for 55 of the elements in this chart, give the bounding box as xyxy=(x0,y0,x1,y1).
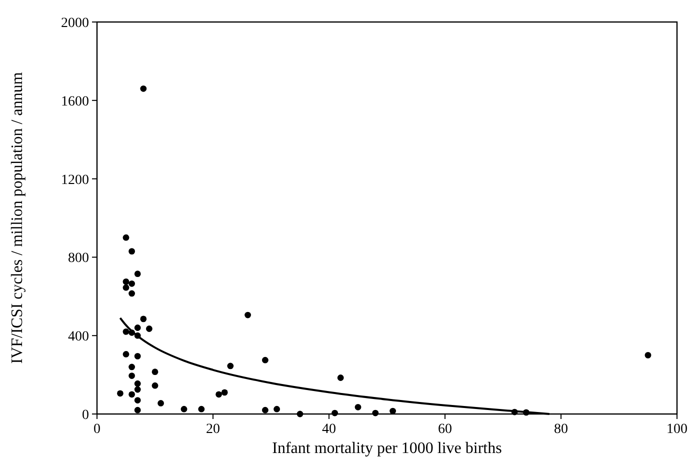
point xyxy=(128,391,135,398)
point xyxy=(140,316,147,322)
point xyxy=(262,356,268,364)
point xyxy=(146,326,152,332)
point xyxy=(140,85,147,92)
y-tick-label: 1200 xyxy=(61,172,89,188)
point xyxy=(227,362,234,370)
point xyxy=(122,328,130,335)
y-tick-label: 800 xyxy=(68,251,89,266)
point xyxy=(372,410,379,416)
x-tick-label: 60 xyxy=(438,422,452,437)
point xyxy=(122,284,130,291)
x-tick-label: 40 xyxy=(322,422,336,437)
point xyxy=(134,324,141,331)
point xyxy=(134,380,141,387)
point xyxy=(262,406,268,414)
point xyxy=(122,278,130,285)
point xyxy=(134,406,141,414)
x-tick-label: 100 xyxy=(666,422,688,437)
point xyxy=(332,410,338,416)
point xyxy=(128,364,135,370)
point xyxy=(337,374,344,381)
point xyxy=(180,406,188,412)
point xyxy=(198,406,205,412)
point xyxy=(390,408,396,414)
point xyxy=(134,352,141,360)
point xyxy=(644,352,652,358)
point xyxy=(128,372,135,379)
point xyxy=(354,404,362,410)
y-tick-label: 400 xyxy=(68,330,89,345)
point xyxy=(134,270,141,278)
point xyxy=(128,290,135,297)
point xyxy=(244,312,251,318)
y-axis-title: IVF/ICSI cycles / million population / annum xyxy=(9,72,26,364)
point xyxy=(122,234,130,241)
point xyxy=(221,389,228,396)
point xyxy=(134,386,141,393)
point xyxy=(152,368,158,376)
point xyxy=(117,390,124,397)
point xyxy=(152,382,158,389)
y-tick-label: 1600 xyxy=(61,94,89,110)
point xyxy=(274,406,280,412)
x-axis-title: Infant mortality per 1000 live births xyxy=(272,440,502,457)
point xyxy=(122,351,130,358)
point xyxy=(216,391,222,398)
y-tick-label: 2000 xyxy=(61,16,89,31)
point xyxy=(296,410,304,418)
x-tick-label: 80 xyxy=(554,422,568,437)
x-tick-label: 0 xyxy=(94,422,100,437)
point xyxy=(134,397,141,404)
point xyxy=(128,248,135,255)
y-tick-label: 0 xyxy=(82,408,89,423)
x-tick-label: 20 xyxy=(206,422,220,437)
point xyxy=(158,400,164,406)
point xyxy=(128,280,135,287)
